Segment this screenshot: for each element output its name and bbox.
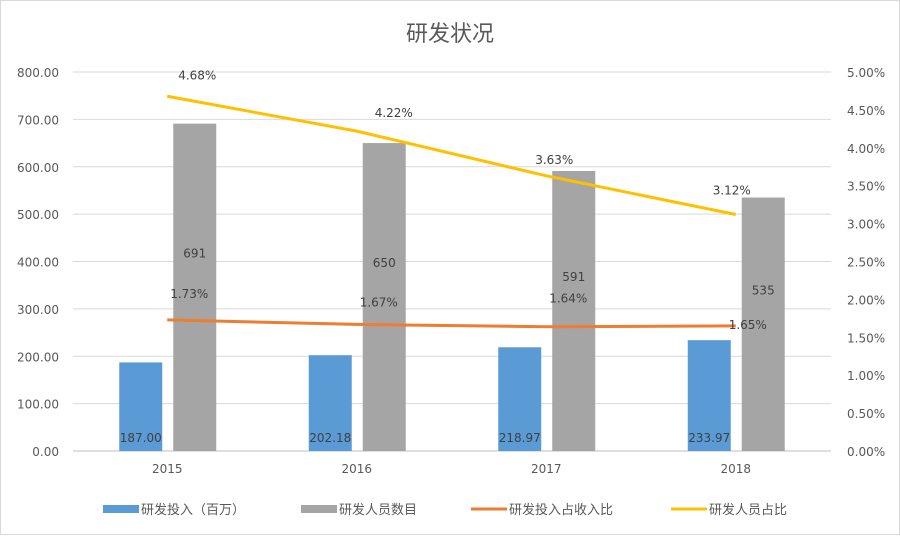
data-label: 202.18 <box>309 431 351 445</box>
legend-label: 研发投入占收入比 <box>509 502 613 518</box>
x-tick-label: 2015 <box>152 462 183 476</box>
data-label: 218.97 <box>499 431 541 445</box>
data-label: 3.12% <box>713 184 751 198</box>
y-right-tick-label: 0.00% <box>847 445 885 459</box>
legend-swatch <box>103 505 139 513</box>
y-right-tick-label: 4.00% <box>847 142 885 156</box>
bar-rd-staff <box>173 123 217 452</box>
bar-rd-investment <box>687 340 731 451</box>
y-left-tick-label: 800.00 <box>17 66 59 80</box>
data-label: 591 <box>562 270 585 284</box>
y-left-tick-label: 400.00 <box>17 256 59 270</box>
bar-rd-investment <box>498 347 542 451</box>
bar-rd-staff <box>741 197 785 451</box>
data-label: 4.22% <box>375 106 413 120</box>
data-label: 3.63% <box>535 153 573 167</box>
y-left-tick-label: 0.00 <box>32 445 59 459</box>
line-staff-ratio <box>166 94 737 216</box>
x-tick-label: 2016 <box>341 462 372 476</box>
y-right-tick-label: 2.50% <box>847 256 885 270</box>
x-tick-label: 2017 <box>531 462 562 476</box>
y-right-tick-label: 4.50% <box>847 104 885 118</box>
x-tick-label: 2018 <box>720 462 751 476</box>
y-left-tick-label: 700.00 <box>17 113 59 127</box>
y-right-tick-label: 1.50% <box>847 331 885 345</box>
y-right-tick-label: 3.50% <box>847 180 885 194</box>
y-left-tick-label: 300.00 <box>17 303 59 317</box>
data-label: 1.67% <box>360 295 398 309</box>
y-left-tick-label: 600.00 <box>17 161 59 175</box>
y-right-tick-label: 5.00% <box>847 66 885 80</box>
data-label: 233.97 <box>688 431 730 445</box>
y-left-tick-label: 200.00 <box>17 350 59 364</box>
bar-rd-staff <box>552 171 596 452</box>
legend-label: 研发投入（百万） <box>141 502 245 518</box>
bar-rd-staff <box>362 143 406 451</box>
y-right-tick-label: 0.50% <box>847 407 885 421</box>
bar-rd-investment <box>119 362 163 451</box>
data-label: 1.64% <box>549 292 587 306</box>
bar-rd-investment <box>308 355 352 451</box>
data-label: 1.73% <box>170 287 208 301</box>
chart-title: 研发状况 <box>406 22 494 47</box>
data-label: 187.00 <box>120 431 162 445</box>
data-label: 4.68% <box>178 68 216 82</box>
legend-label: 研发人员占比 <box>709 502 787 518</box>
y-right-tick-label: 3.00% <box>847 218 885 232</box>
y-left-tick-label: 100.00 <box>17 398 59 412</box>
y-left-tick-label: 500.00 <box>17 208 59 222</box>
y-right-tick-label: 2.00% <box>847 293 885 307</box>
data-label: 650 <box>373 256 396 270</box>
y-right-tick-label: 1.00% <box>847 369 885 383</box>
line-investment-ratio <box>167 318 736 329</box>
legend-label: 研发人员数目 <box>339 502 417 518</box>
data-label: 1.65% <box>729 318 767 332</box>
data-label: 691 <box>183 246 206 260</box>
data-label: 535 <box>752 283 775 297</box>
legend-swatch <box>301 505 337 513</box>
